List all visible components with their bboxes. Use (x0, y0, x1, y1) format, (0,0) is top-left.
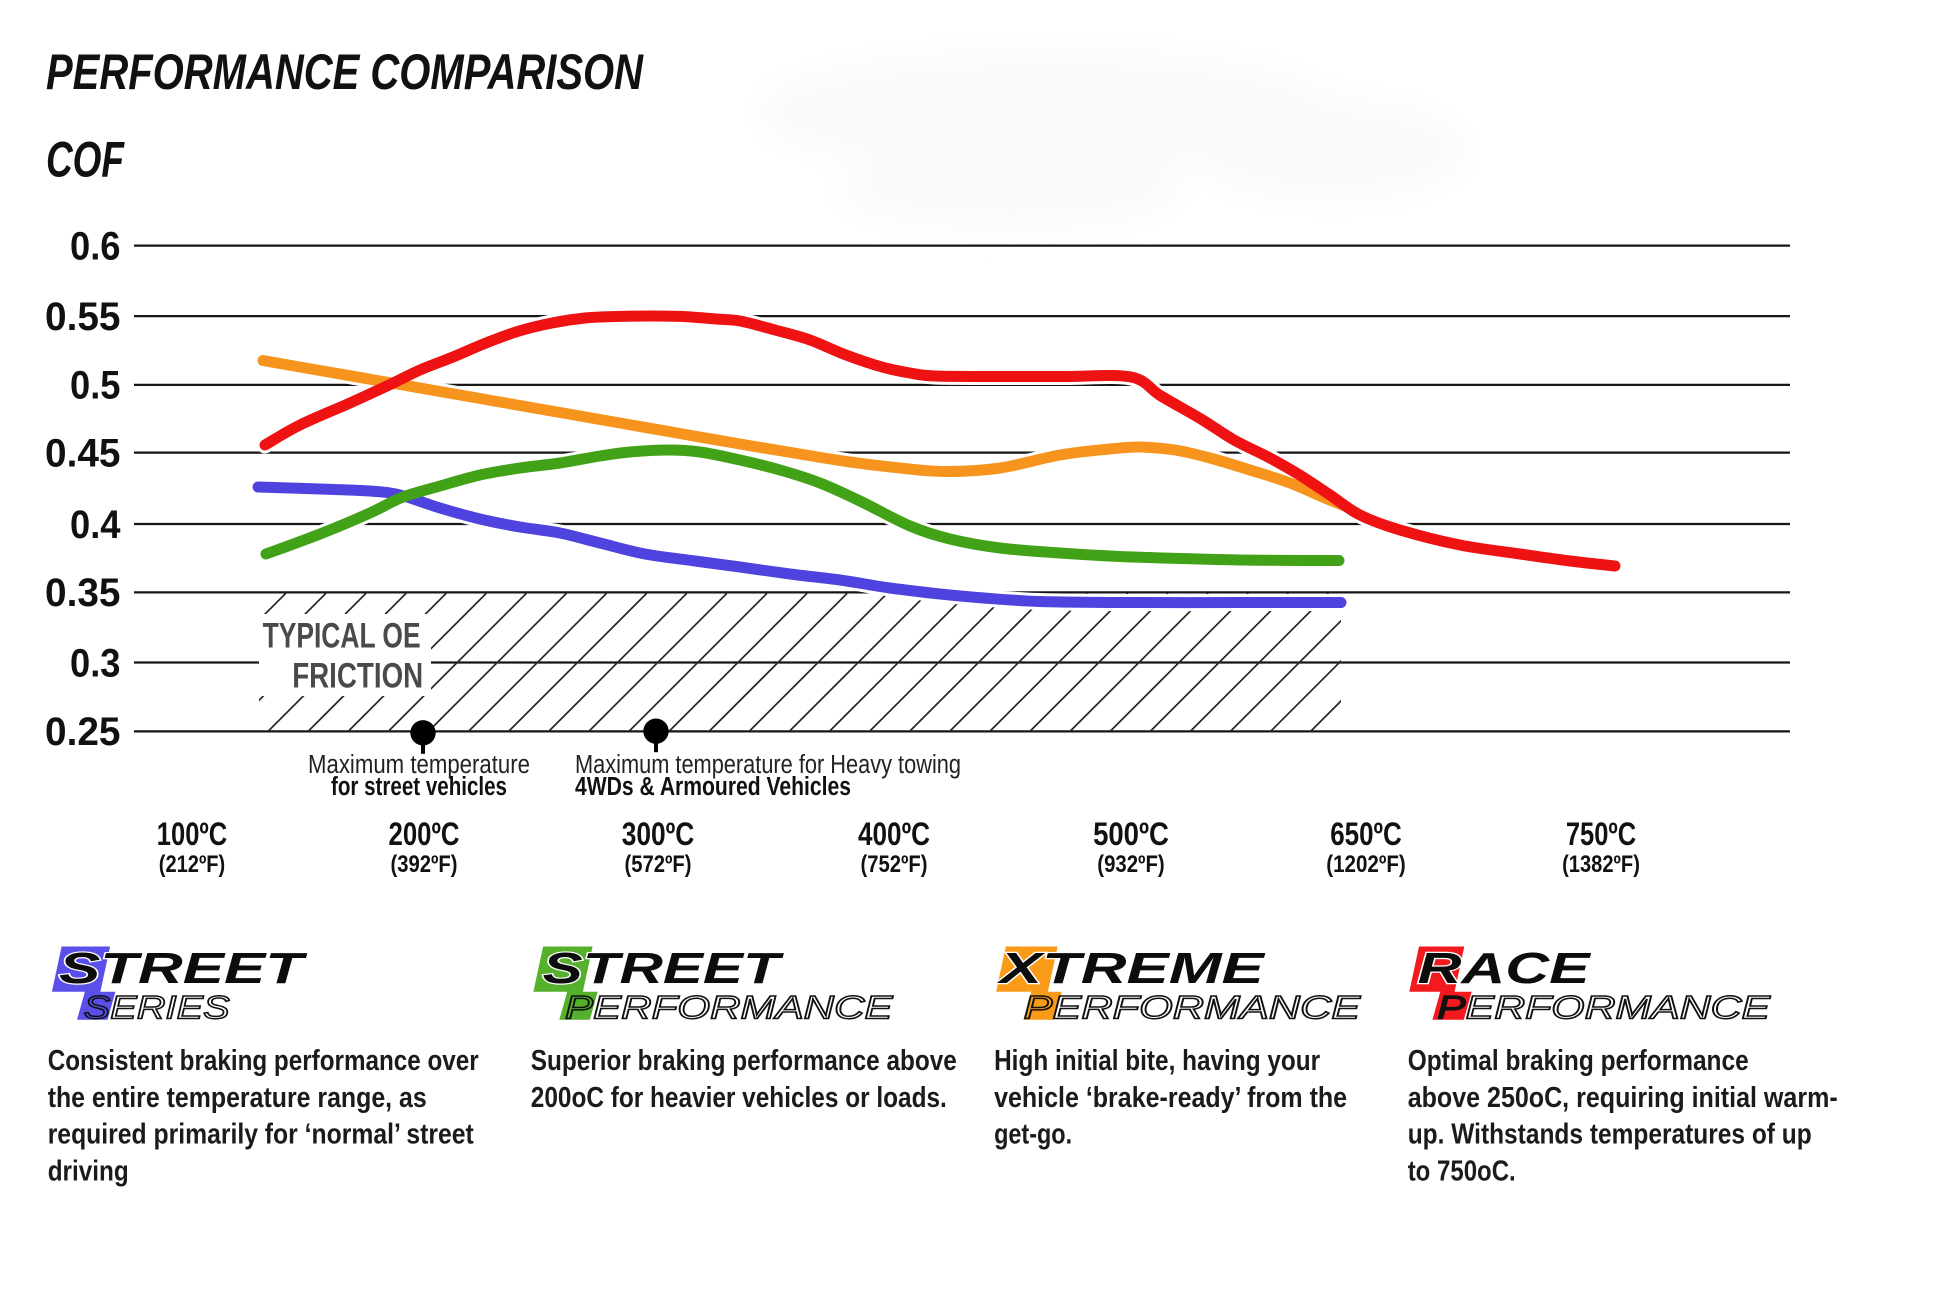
svg-text:Superior braking performance a: Superior braking performance above (531, 1045, 957, 1077)
svg-text:0.25: 0.25 (45, 710, 121, 754)
svg-text:TYPICAL OE: TYPICAL OE (263, 617, 421, 656)
svg-text:Consistent braking performance: Consistent braking performance over (48, 1045, 479, 1077)
svg-text:Optimal braking performance: Optimal braking performance (1408, 1045, 1749, 1077)
svg-text:200ºC: 200ºC (389, 816, 460, 852)
svg-text:PERFORMANCE: PERFORMANCE (565, 990, 893, 1026)
svg-text:(392ºF): (392ºF) (391, 851, 458, 878)
svg-text:100ºC: 100ºC (157, 816, 227, 852)
svg-text:750ºC: 750ºC (1566, 816, 1636, 852)
svg-text:required primarily for ‘normal: required primarily for ‘normal’ street (48, 1119, 474, 1151)
svg-text:300ºC: 300ºC (622, 816, 695, 852)
svg-text:0.3: 0.3 (70, 641, 121, 685)
svg-text:above 250oC, requiring initial: above 250oC, requiring initial warm- (1408, 1082, 1838, 1114)
svg-text:0.35: 0.35 (45, 571, 121, 615)
svg-text:200oC for heavier vehicles or: 200oC for heavier vehicles or loads. (531, 1082, 947, 1114)
svg-text:500ºC: 500ºC (1093, 816, 1169, 852)
svg-text:0.6: 0.6 (70, 224, 121, 268)
svg-text:driving: driving (48, 1155, 129, 1187)
svg-text:0.5: 0.5 (70, 364, 121, 408)
svg-text:Maximum temperature for Heavy: Maximum temperature for Heavy towing (575, 751, 961, 779)
svg-text:Maximum temperature: Maximum temperature (308, 751, 530, 779)
svg-text:to 750oC.: to 750oC. (1408, 1155, 1516, 1187)
svg-text:STREET: STREET (59, 944, 307, 993)
svg-text:get-go.: get-go. (994, 1119, 1072, 1151)
svg-text:4WDs & Armoured Vehicles: 4WDs & Armoured Vehicles (575, 773, 851, 801)
svg-text:PERFORMANCE: PERFORMANCE (1437, 990, 1770, 1026)
svg-text:PERFORMANCE: PERFORMANCE (1024, 990, 1361, 1026)
svg-text:0.4: 0.4 (70, 503, 121, 547)
svg-text:0.55: 0.55 (45, 295, 121, 339)
svg-text:vehicle ‘brake-ready’ from the: vehicle ‘brake-ready’ from the (994, 1082, 1347, 1114)
svg-text:0.45: 0.45 (45, 431, 121, 475)
svg-text:(1382ºF): (1382ºF) (1562, 851, 1640, 878)
svg-text:650ºC: 650ºC (1330, 816, 1402, 852)
svg-text:up. Withstands temperatures of: up. Withstands temperatures of up (1408, 1119, 1812, 1151)
svg-text:High initial bite, having your: High initial bite, having your (994, 1045, 1320, 1077)
svg-text:(752ºF): (752ºF) (861, 851, 928, 878)
svg-text:PERFORMANCE COMPARISON: PERFORMANCE COMPARISON (46, 43, 644, 100)
svg-text:STREET: STREET (543, 944, 784, 993)
svg-text:(932ºF): (932ºF) (1097, 851, 1164, 878)
svg-text:RACE: RACE (1418, 944, 1592, 993)
svg-text:FRICTION: FRICTION (292, 657, 423, 696)
svg-text:the entire temperature range,: the entire temperature range, as (48, 1082, 427, 1114)
svg-text:400ºC: 400ºC (858, 816, 930, 852)
svg-text:XTREME: XTREME (995, 944, 1266, 993)
svg-text:(212ºF): (212ºF) (159, 851, 226, 878)
svg-text:for street vehicles: for street vehicles (331, 773, 507, 801)
svg-text:SERIES: SERIES (84, 990, 230, 1026)
svg-text:COF: COF (46, 131, 125, 188)
svg-text:(572ºF): (572ºF) (625, 851, 692, 878)
svg-text:(1202ºF): (1202ºF) (1326, 851, 1406, 878)
